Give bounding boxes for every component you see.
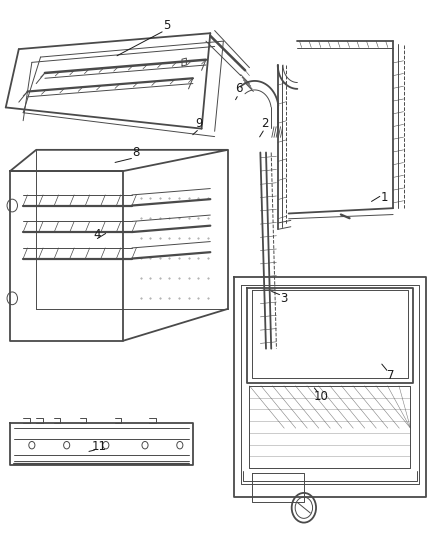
Text: 4: 4: [93, 228, 101, 241]
Text: 11: 11: [92, 440, 107, 453]
Text: 6: 6: [235, 83, 242, 95]
Text: 10: 10: [314, 390, 328, 403]
Text: 5: 5: [163, 19, 170, 32]
Text: 2: 2: [261, 117, 268, 130]
Text: 8: 8: [133, 146, 140, 159]
Text: 7: 7: [387, 369, 395, 382]
Text: 3: 3: [281, 292, 288, 305]
Text: 1: 1: [381, 191, 388, 204]
Text: 9: 9: [196, 117, 203, 130]
